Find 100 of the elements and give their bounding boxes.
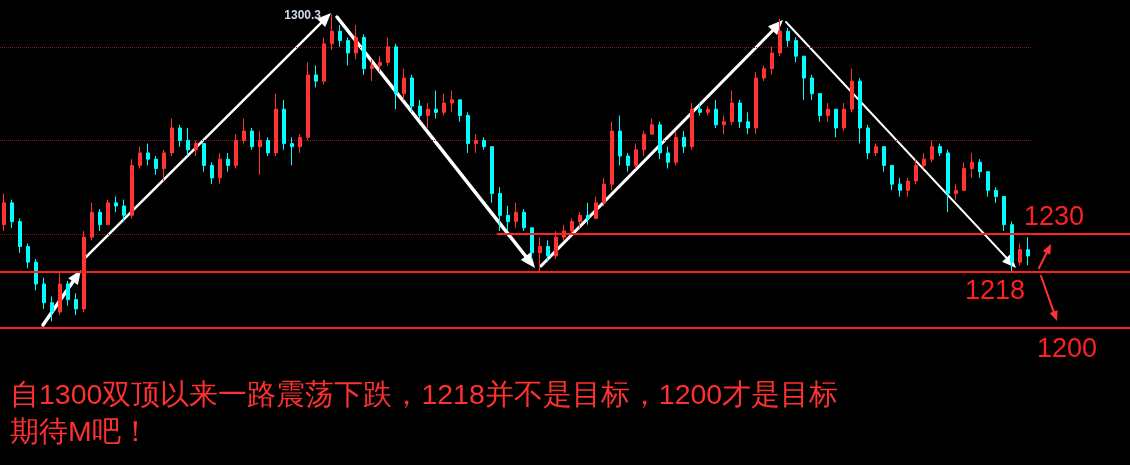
candlestick bbox=[626, 152, 630, 173]
candlestick bbox=[506, 205, 510, 232]
candlestick bbox=[178, 124, 182, 148]
candlestick bbox=[450, 90, 454, 113]
candlestick bbox=[1018, 242, 1022, 266]
candlestick bbox=[522, 208, 526, 232]
candlestick bbox=[26, 242, 30, 269]
candlestick bbox=[122, 199, 126, 223]
candlestick bbox=[346, 36, 350, 67]
candlestick bbox=[642, 130, 646, 157]
candlestick bbox=[466, 111, 470, 154]
candlestick bbox=[2, 192, 6, 232]
candlestick bbox=[730, 90, 734, 126]
candlestick bbox=[98, 208, 102, 232]
candlestick bbox=[394, 43, 398, 110]
candlestick bbox=[106, 199, 110, 226]
candlestick bbox=[154, 155, 158, 176]
candlestick bbox=[242, 118, 246, 145]
annotation: 1300.3 bbox=[284, 8, 322, 22]
candlestick bbox=[314, 65, 318, 88]
candlestick bbox=[114, 196, 118, 213]
candlestick bbox=[810, 74, 814, 101]
candlestick bbox=[882, 146, 886, 173]
candlestick bbox=[954, 183, 958, 201]
candlestick bbox=[402, 68, 406, 101]
candlestick bbox=[202, 143, 206, 173]
candlestick bbox=[802, 55, 806, 101]
candlestick bbox=[186, 127, 190, 157]
candlestick bbox=[474, 133, 478, 154]
candlestick bbox=[226, 152, 230, 173]
candlestick bbox=[554, 230, 558, 260]
candlestick bbox=[978, 158, 982, 179]
candlestick bbox=[90, 202, 94, 241]
candlestick bbox=[690, 102, 694, 151]
candlestick bbox=[170, 118, 174, 157]
candlestick bbox=[930, 139, 934, 163]
candlestick bbox=[10, 199, 14, 229]
annotation: 自1300双顶以来一路震荡下跌，1218并不是目标，1200才是目标 bbox=[10, 377, 839, 410]
candlestick bbox=[330, 14, 334, 51]
candlestick bbox=[514, 202, 518, 229]
candlestick bbox=[34, 258, 38, 291]
candlestick bbox=[658, 121, 662, 160]
candlestick bbox=[42, 277, 46, 310]
candlestick bbox=[698, 102, 702, 116]
candlestick bbox=[874, 143, 878, 157]
candlestick bbox=[162, 149, 166, 182]
candlestick bbox=[826, 102, 830, 123]
candlestick bbox=[682, 130, 686, 154]
candlestick bbox=[738, 99, 742, 129]
candlestick bbox=[426, 102, 430, 129]
candlestick bbox=[290, 136, 294, 166]
candlestick bbox=[914, 158, 918, 185]
candlestick bbox=[442, 93, 446, 116]
ref-line-label: 1200 bbox=[1036, 333, 1097, 364]
candlestick bbox=[746, 111, 750, 135]
candlestick bbox=[18, 217, 22, 254]
candlestick bbox=[586, 202, 590, 226]
candlestick bbox=[946, 149, 950, 213]
candlestick bbox=[210, 161, 214, 185]
candlestick bbox=[386, 36, 390, 67]
candlestick bbox=[706, 105, 710, 116]
candlestick bbox=[434, 90, 438, 120]
candlestick bbox=[834, 108, 838, 138]
candlestick bbox=[674, 130, 678, 166]
candlestick bbox=[578, 211, 582, 229]
candlestick bbox=[762, 65, 766, 82]
candlestick bbox=[570, 217, 574, 235]
candlestick bbox=[666, 146, 670, 170]
candlestick bbox=[66, 280, 70, 307]
candlestick bbox=[866, 124, 870, 160]
candlestick bbox=[602, 177, 606, 207]
candlestick bbox=[1010, 221, 1014, 273]
candlestick bbox=[146, 143, 150, 166]
candlestick bbox=[970, 152, 974, 179]
candlestick bbox=[786, 27, 790, 48]
candlestick bbox=[906, 177, 910, 198]
candlestick bbox=[458, 99, 462, 123]
candlestick bbox=[994, 186, 998, 204]
ref-line-label: 1230 bbox=[1023, 200, 1084, 231]
candlestick bbox=[858, 77, 862, 145]
candlestick bbox=[218, 152, 222, 185]
candlestick bbox=[498, 186, 502, 232]
candlestick bbox=[130, 158, 134, 219]
candlestick bbox=[282, 99, 286, 151]
candlestick bbox=[410, 74, 414, 113]
candlestick bbox=[794, 36, 798, 63]
candlestick bbox=[370, 58, 374, 82]
candlestick bbox=[850, 68, 854, 113]
candlestick bbox=[986, 171, 990, 198]
candlestick bbox=[194, 139, 198, 157]
candlestick bbox=[650, 118, 654, 135]
candlestick bbox=[898, 177, 902, 198]
candlestick bbox=[82, 230, 86, 313]
candlestick bbox=[538, 236, 542, 273]
annotation: 期待M吧！ bbox=[10, 414, 150, 447]
candlestick bbox=[490, 146, 494, 204]
candlestick bbox=[266, 136, 270, 157]
candlestick bbox=[74, 292, 78, 316]
candlestick bbox=[298, 133, 302, 154]
candlestick bbox=[530, 227, 534, 260]
